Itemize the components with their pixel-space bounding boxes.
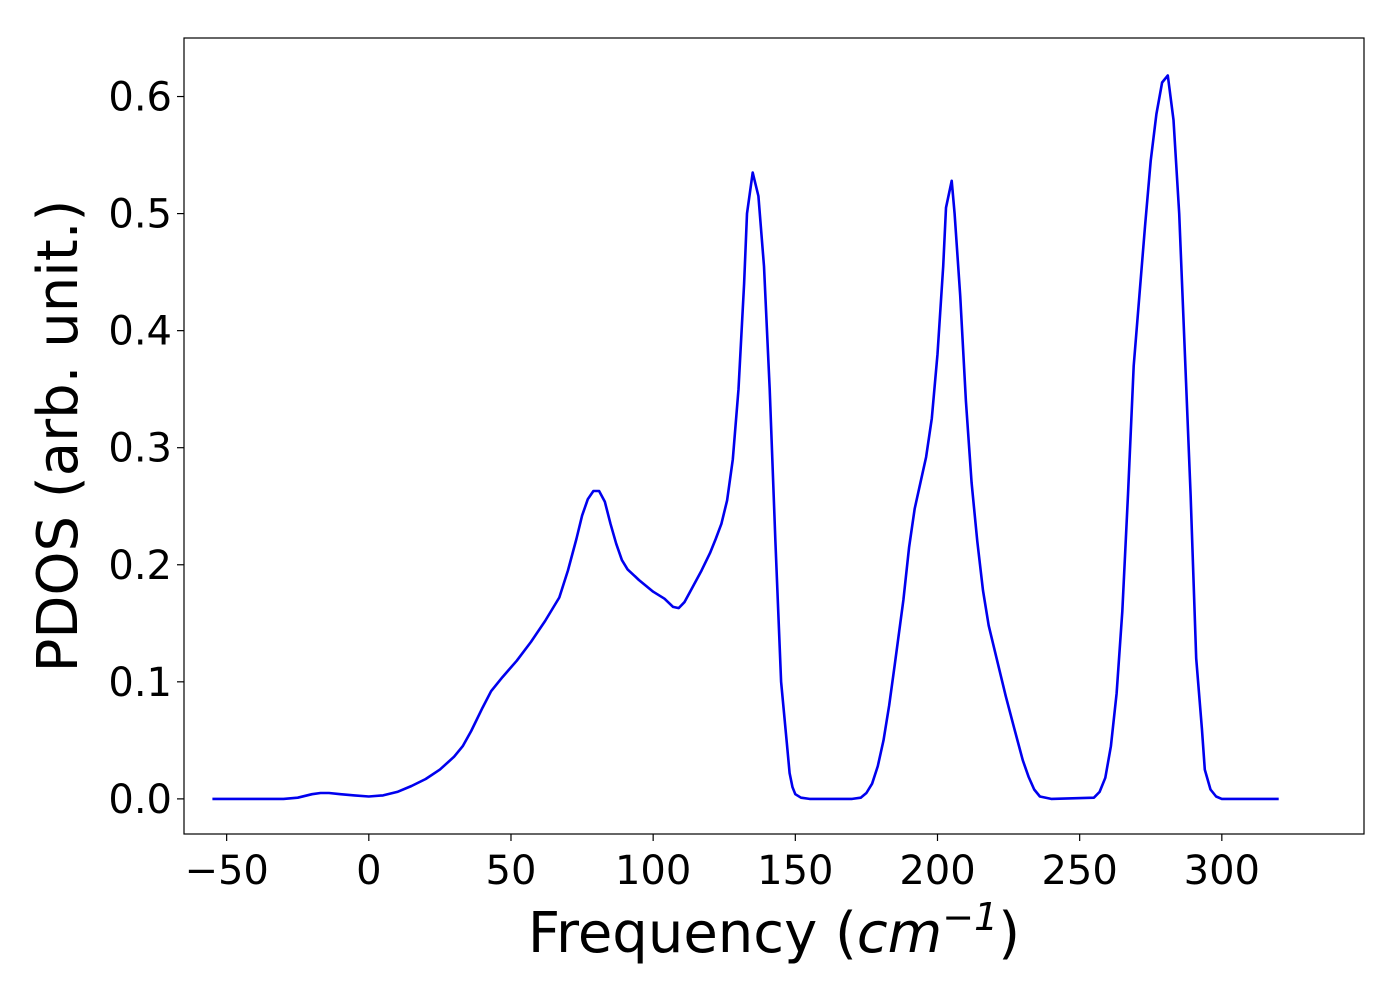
x-tick-label: 0 <box>356 848 381 894</box>
y-tick-label: 0.5 <box>108 192 172 238</box>
y-tick-label: 0.6 <box>108 75 172 121</box>
y-tick-label: 0.1 <box>108 660 172 706</box>
pdos-series-line <box>212 74 1279 801</box>
y-axis-title: PDOS (arb. unit.) <box>26 200 91 673</box>
x-tick-label: 150 <box>757 848 833 894</box>
x-tick-label: 50 <box>486 848 537 894</box>
x-tick-label: 100 <box>615 848 691 894</box>
x-tick-label: −50 <box>184 848 268 894</box>
y-axis-ticks: 0.0 0.1 0.2 0.3 0.4 0.5 0.6 <box>108 75 184 823</box>
x-axis-title-unit: cm <box>857 901 942 966</box>
x-tick-label: 250 <box>1041 848 1117 894</box>
x-axis-title-text: Frequency ( <box>528 901 857 966</box>
x-axis-title-exponent: −1 <box>942 895 998 939</box>
y-tick-label: 0.3 <box>108 426 172 472</box>
x-tick-label: 200 <box>899 848 975 894</box>
x-axis-title-close: ) <box>998 901 1020 966</box>
y-tick-label: 0.0 <box>108 777 172 823</box>
y-tick-label: 0.4 <box>108 309 172 355</box>
x-tick-label: 300 <box>1184 848 1260 894</box>
y-tick-label: 0.2 <box>108 543 172 589</box>
plot-area-frame <box>183 37 1365 835</box>
x-axis-title: Frequency (cm−1) <box>528 895 1020 966</box>
x-axis-ticks: −50 0 50 100 150 200 250 300 <box>184 834 1260 894</box>
